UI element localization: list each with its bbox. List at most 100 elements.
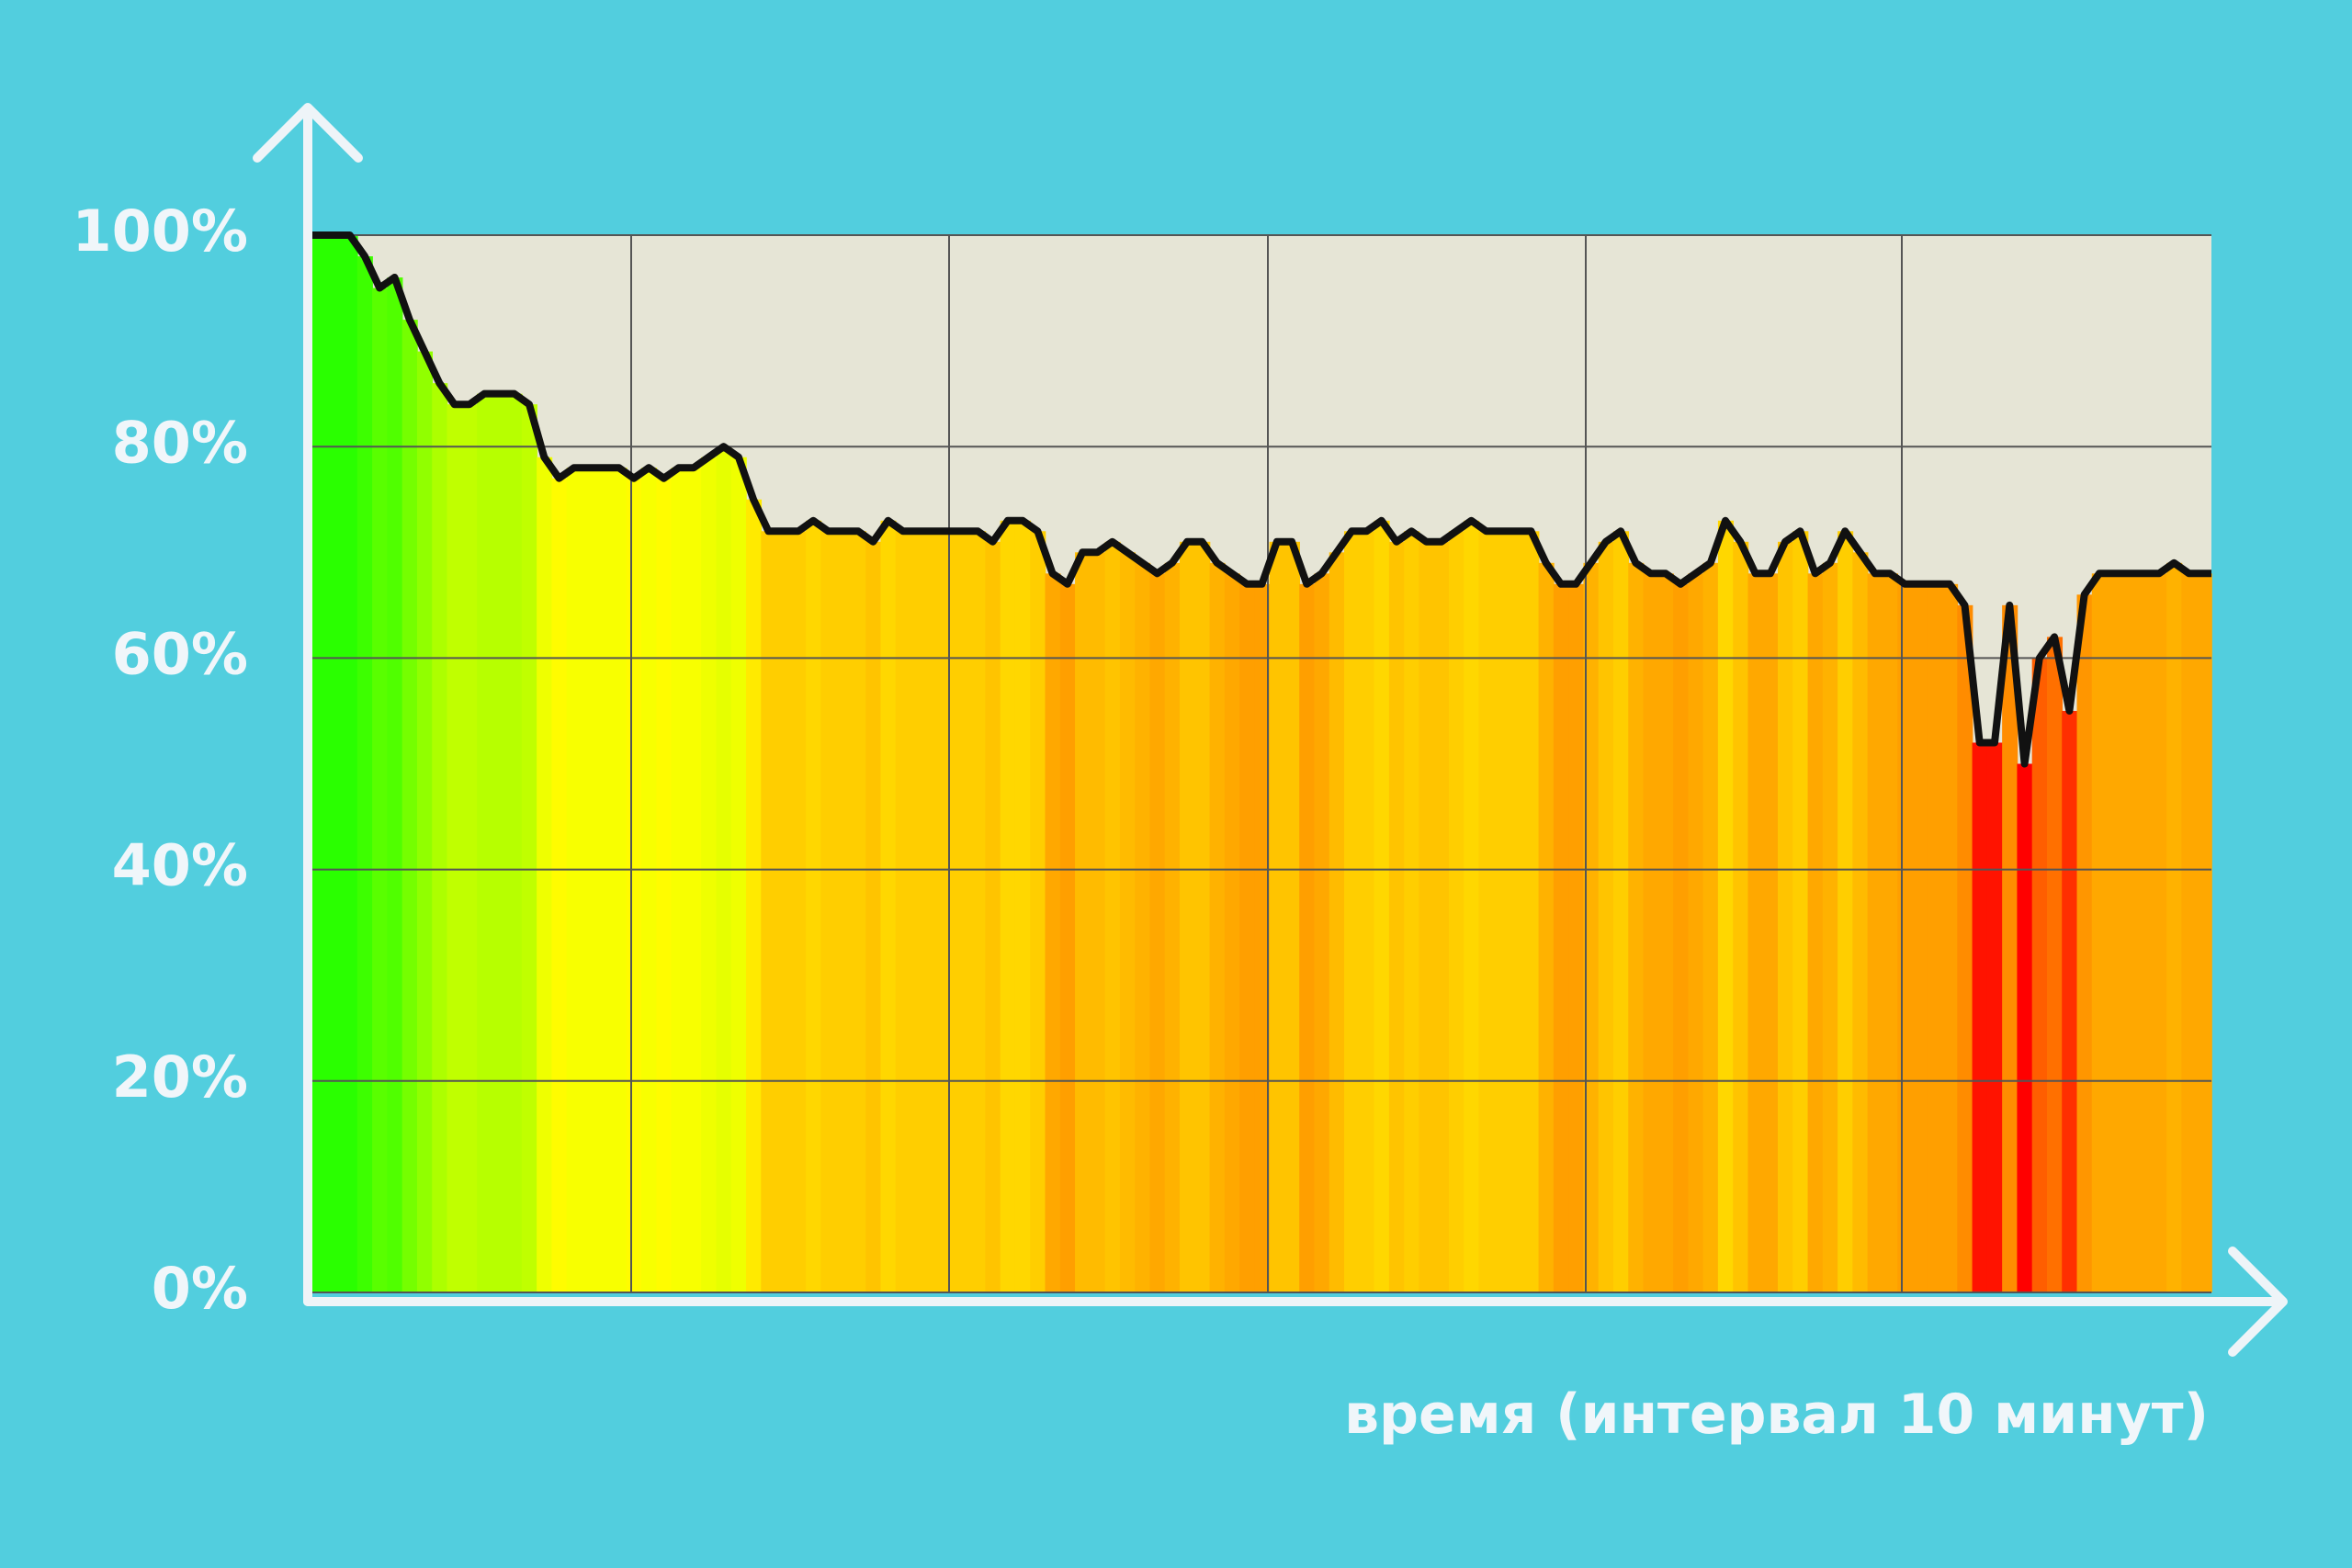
- area-strip: [1927, 583, 1943, 1292]
- area-strip: [1792, 531, 1809, 1292]
- area-strip: [1657, 573, 1674, 1292]
- area-strip: [641, 468, 658, 1293]
- area-strip: [537, 457, 553, 1293]
- y-tick-label: 100%: [72, 197, 248, 265]
- area-strip: [1688, 573, 1704, 1292]
- area-strip: [1269, 541, 1285, 1292]
- y-tick-label: 20%: [112, 1043, 248, 1111]
- area-strip: [461, 404, 478, 1292]
- area-strip: [596, 468, 613, 1293]
- area-strip: [685, 468, 702, 1293]
- area-strip: [1179, 541, 1196, 1292]
- area-strip: [1897, 583, 1914, 1292]
- area-strip: [730, 457, 747, 1293]
- area-strip: [1433, 541, 1450, 1292]
- area-strip: [1164, 562, 1181, 1292]
- area-strip: [312, 235, 329, 1292]
- area-strip: [566, 468, 582, 1293]
- area-strip: [1643, 573, 1659, 1292]
- area-strip: [701, 457, 718, 1293]
- area-strip: [1493, 531, 1510, 1292]
- grid: [312, 234, 2211, 1293]
- area-strip: [1075, 552, 1091, 1292]
- area-strip: [955, 531, 971, 1292]
- area-strip: [1762, 573, 1779, 1292]
- x-axis-arrow: [2228, 1247, 2288, 1357]
- area-strip: [1239, 583, 1256, 1292]
- area-strip: [356, 256, 373, 1292]
- area-strip: [970, 531, 987, 1292]
- area-strip: [2166, 562, 2183, 1292]
- area-strip: [2151, 573, 2167, 1292]
- area-strip: [985, 541, 1001, 1292]
- area-strip: [880, 520, 897, 1292]
- area-strip: [1538, 562, 1555, 1292]
- area-strip: [521, 404, 537, 1292]
- data-line: [312, 231, 2211, 768]
- area-strip: [820, 531, 837, 1292]
- area-strip: [1807, 573, 1824, 1292]
- area-strip: [790, 531, 807, 1292]
- fill-strips: [312, 235, 2212, 1293]
- area-strip: [2107, 573, 2123, 1292]
- area-strip: [1464, 520, 1480, 1292]
- area-strip: [1059, 583, 1076, 1292]
- area-strip: [1388, 541, 1405, 1292]
- area-strip: [835, 531, 852, 1292]
- area-strip: [2062, 710, 2078, 1292]
- area-strip: [761, 531, 777, 1292]
- area-strip: [1344, 531, 1361, 1292]
- area-strip: [1628, 562, 1645, 1292]
- area-strip: [1957, 604, 1973, 1292]
- area-strip: [1568, 583, 1585, 1292]
- area-strip: [1014, 520, 1032, 1292]
- area-strip: [1090, 552, 1106, 1292]
- area-strip: [1030, 531, 1046, 1292]
- area-strip: [1986, 742, 2003, 1292]
- area-strip: [1045, 573, 1061, 1292]
- area-strip: [2181, 573, 2198, 1292]
- area-strip: [656, 478, 673, 1292]
- area-strip: [1224, 573, 1240, 1292]
- area-strip: [1912, 583, 1928, 1292]
- area-strip: [1612, 531, 1630, 1292]
- area-strip: [895, 531, 911, 1292]
- area-strip: [581, 468, 598, 1293]
- x-axis-label: время (интервал 10 минут): [1344, 1382, 2209, 1447]
- area-strip: [1419, 541, 1435, 1292]
- area-strip: [1194, 541, 1211, 1292]
- area-strip: [551, 478, 568, 1292]
- area-strip: [2017, 763, 2033, 1292]
- area-strip: [1942, 583, 1959, 1292]
- area-strip: [910, 531, 927, 1292]
- area-strip: [372, 288, 389, 1292]
- area-strip: [1733, 541, 1749, 1292]
- area-strip: [2076, 594, 2093, 1292]
- area-strip: [327, 235, 344, 1292]
- area-strip: [432, 383, 448, 1292]
- area-strip: [2031, 658, 2048, 1292]
- area-strip: [2091, 573, 2108, 1292]
- area-strip: [1254, 583, 1271, 1292]
- area-strip: [1329, 552, 1345, 1292]
- axes: [253, 103, 2288, 1357]
- y-tick-label: 60%: [112, 620, 248, 687]
- area-strip: [1822, 562, 1838, 1292]
- area-strip: [1149, 573, 1166, 1292]
- area-strip: [1867, 573, 1883, 1292]
- marks: [312, 231, 2211, 768]
- area-strip: [1404, 531, 1420, 1292]
- area-strip: [1299, 583, 1316, 1292]
- area-strip: [745, 499, 763, 1292]
- area-strip: [1852, 552, 1869, 1292]
- area-strip: [925, 531, 942, 1292]
- area-strip: [1702, 562, 1719, 1292]
- area-strip: [1119, 552, 1136, 1292]
- area-strip: [1523, 531, 1540, 1292]
- area-strip: [775, 531, 792, 1292]
- area-strip: [1000, 520, 1016, 1292]
- area-strip: [1374, 520, 1390, 1292]
- area-strip: [1135, 562, 1151, 1292]
